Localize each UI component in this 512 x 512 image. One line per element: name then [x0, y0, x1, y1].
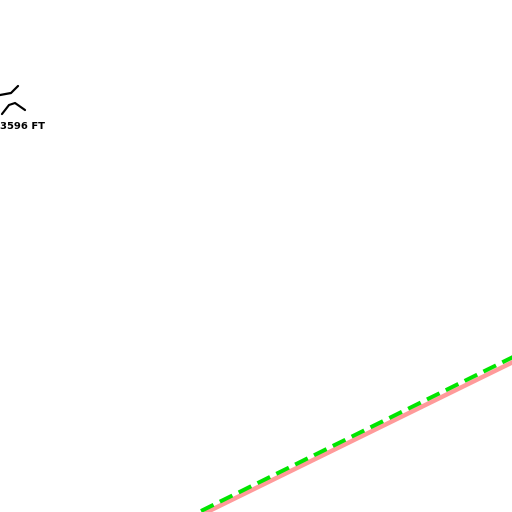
pass-upper-bracket	[0, 84, 20, 97]
elevation-label: 3596 FT	[0, 121, 45, 132]
route-dash-overlay	[200, 355, 512, 512]
route-underlay	[204, 359, 512, 512]
route-line[interactable]	[200, 355, 512, 512]
mountain-pass-icon	[0, 84, 27, 116]
pass-lower-bracket	[0, 101, 27, 116]
